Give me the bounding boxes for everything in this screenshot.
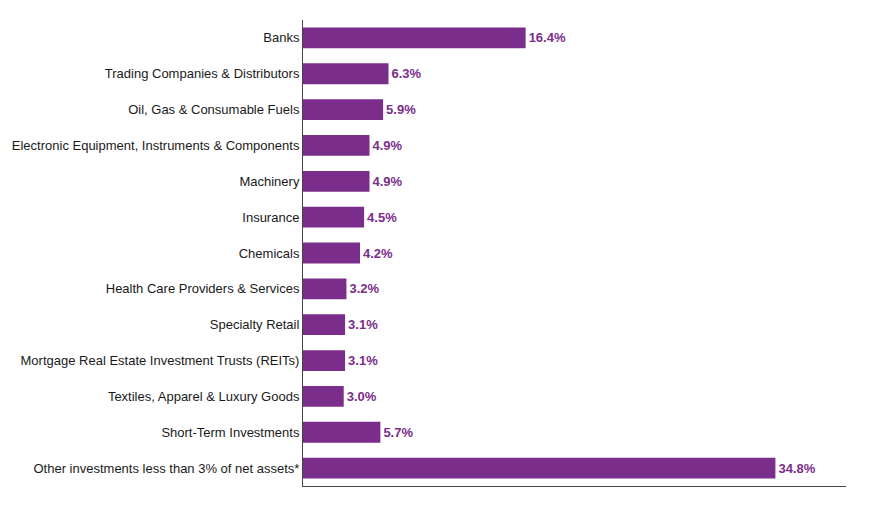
svg-text:4.5%: 4.5% — [367, 210, 397, 225]
svg-text:Other investments less than 3%: Other investments less than 3% of net as… — [33, 461, 299, 476]
svg-text:Chemicals: Chemicals — [239, 246, 300, 261]
svg-text:Trading Companies & Distributo: Trading Companies & Distributors — [105, 66, 300, 81]
svg-text:3.1%: 3.1% — [348, 353, 378, 368]
svg-text:Specialty Retail: Specialty Retail — [210, 317, 300, 332]
svg-text:5.7%: 5.7% — [383, 425, 413, 440]
svg-text:Machinery: Machinery — [239, 174, 299, 189]
svg-text:Short-Term Investments: Short-Term Investments — [161, 425, 299, 440]
svg-text:Electronic Equipment, Instrume: Electronic Equipment, Instruments & Comp… — [12, 138, 300, 153]
svg-text:Banks: Banks — [263, 30, 300, 45]
svg-text:3.1%: 3.1% — [348, 317, 378, 332]
svg-text:3.2%: 3.2% — [349, 281, 379, 296]
svg-text:Mortgage Real Estate Investmen: Mortgage Real Estate Investment Trusts (… — [21, 353, 300, 368]
svg-text:4.2%: 4.2% — [363, 246, 393, 261]
svg-text:5.9%: 5.9% — [386, 102, 416, 117]
svg-text:6.3%: 6.3% — [392, 66, 422, 81]
svg-text:34.8%: 34.8% — [778, 461, 815, 476]
svg-text:4.9%: 4.9% — [373, 138, 403, 153]
svg-text:Health Care Providers & Servic: Health Care Providers & Services — [106, 281, 300, 296]
svg-text:Textiles, Apparel & Luxury Goo: Textiles, Apparel & Luxury Goods — [108, 389, 300, 404]
svg-text:3.0%: 3.0% — [347, 389, 377, 404]
svg-text:16.4%: 16.4% — [529, 30, 566, 45]
svg-text:Oil, Gas & Consumable Fuels: Oil, Gas & Consumable Fuels — [128, 102, 300, 117]
svg-text:4.9%: 4.9% — [373, 174, 403, 189]
svg-text:Insurance: Insurance — [242, 210, 299, 225]
